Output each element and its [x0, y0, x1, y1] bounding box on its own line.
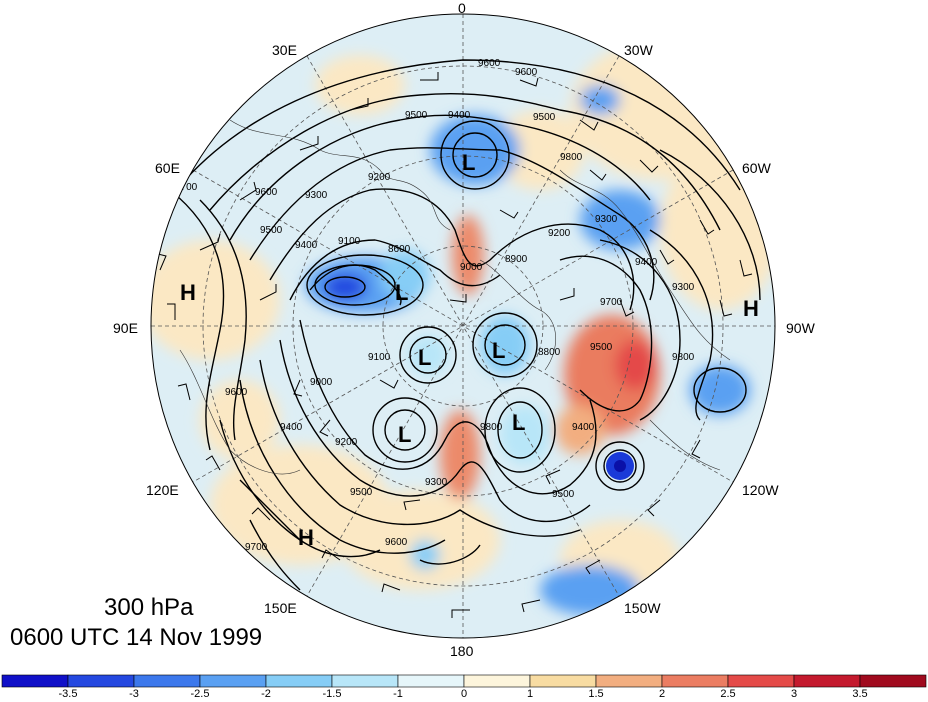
colorbar-swatch	[529, 674, 597, 688]
contour-label: 9500	[552, 489, 575, 500]
datetime-title: 0600 UTC 14 Nov 1999	[10, 624, 263, 651]
contour-label: 9300	[425, 477, 448, 488]
contour-label: 8600	[388, 244, 411, 255]
contour-label: 9800	[560, 152, 583, 163]
contour-label: 9800	[672, 352, 695, 363]
contour-label: 9600	[515, 67, 538, 78]
colorbar	[1, 674, 927, 688]
shaded-field: 9600 9600 9500 9400 9500 9300 9200 9300 …	[151, 14, 775, 638]
contour-label: 9700	[245, 542, 268, 553]
colorbar-swatch	[1, 674, 69, 688]
lon-label-150w: 150W	[624, 600, 661, 616]
contour-label: 9000	[460, 262, 483, 273]
height-contours	[169, 59, 761, 591]
colorbar-tick-label: -2.5	[190, 688, 210, 700]
colorbar-tick-label: 2.5	[720, 688, 736, 700]
contour-label: 8800	[538, 347, 561, 358]
colorbar-swatch	[265, 674, 333, 688]
lon-label-150e: 150E	[264, 600, 297, 616]
contour-label: 9500	[405, 110, 428, 121]
contour-label: 9300	[595, 214, 618, 225]
contour-label: 9600	[255, 187, 278, 198]
contour-label: 9500	[533, 112, 556, 123]
lon-label-120w: 120W	[742, 482, 779, 498]
lon-label-30e: 30E	[272, 42, 297, 58]
colorbar-tick-label: -1.5	[322, 688, 342, 700]
colorbar-swatch	[199, 674, 267, 688]
contour-label: 9600	[478, 58, 501, 69]
colorbar-tick-label: -3.5	[58, 688, 78, 700]
contour-label: 9000	[310, 377, 333, 388]
colorbar-tick-label: 0	[460, 688, 468, 700]
pressure-centers: L L L L L L H H H	[180, 150, 759, 550]
high-center: H	[743, 296, 759, 321]
high-center: H	[180, 280, 196, 305]
low-center: L	[512, 410, 525, 435]
contour-label: 9800	[480, 422, 503, 433]
contour-label: 9100	[338, 236, 361, 247]
contour-label: 9400	[635, 257, 658, 268]
contour-label: 9500	[590, 342, 613, 353]
low-center: L	[462, 150, 475, 175]
colorbar-swatch	[463, 674, 531, 688]
coastlines	[179, 119, 731, 475]
low-center: L	[492, 338, 505, 363]
low-center: L	[395, 280, 408, 305]
contour-label: 9600	[385, 537, 408, 548]
lon-label-120e: 120E	[146, 482, 179, 498]
colorbar-tick-label: -1	[393, 688, 403, 700]
lon-label-30w: 30W	[624, 42, 653, 58]
contour-label: 9700	[175, 182, 198, 193]
colorbar-tick-label: 1	[526, 688, 534, 700]
colorbar-swatch	[331, 674, 399, 688]
colorbar-swatch	[595, 674, 663, 688]
lon-label-0: 0	[458, 0, 466, 16]
contour-label: 9700	[600, 297, 623, 308]
lon-label-90w: 90W	[786, 320, 815, 336]
contour-label: 9100	[368, 352, 391, 363]
low-center: L	[398, 422, 411, 447]
contour-label: 9200	[335, 437, 358, 448]
lon-label-90e: 90E	[113, 320, 138, 336]
colorbar-swatch	[397, 674, 465, 688]
contour-label: 9400	[448, 110, 471, 121]
colorbar-swatch	[133, 674, 201, 688]
lon-label-60w: 60W	[742, 160, 771, 176]
colorbar-tick-label: 3	[790, 688, 798, 700]
colorbar-swatch	[859, 674, 927, 688]
colorbar-tick-label: -3	[129, 688, 139, 700]
anomaly-patches	[151, 40, 775, 615]
colorbar-tick-label: 3.5	[852, 688, 868, 700]
pressure-level-title: 300 hPa	[104, 594, 194, 621]
lon-label-60e: 60E	[155, 160, 180, 176]
colorbar-swatch	[661, 674, 729, 688]
contour-label: 9300	[672, 282, 695, 293]
colorbar-tick-label: 1.5	[588, 688, 604, 700]
high-center: H	[298, 525, 314, 550]
lon-label-180: 180	[450, 643, 474, 659]
contour-label: 9500	[260, 225, 283, 236]
contour-label: 9600	[225, 387, 248, 398]
colorbar-tick-label: 2	[658, 688, 666, 700]
contour-label: 9400	[572, 422, 595, 433]
colorbar-swatch	[727, 674, 795, 688]
contour-labels: 9600 9600 9500 9400 9500 9300 9200 9300 …	[175, 58, 695, 553]
contour-label: 9400	[280, 422, 303, 433]
colorbar-swatch	[67, 674, 135, 688]
map-boundary	[150, 13, 776, 639]
contour-label: 9400	[295, 240, 318, 251]
colorbar-swatch	[793, 674, 861, 688]
contour-label: 9200	[368, 172, 391, 183]
low-center: L	[418, 345, 431, 370]
contour-label: 9500	[350, 487, 373, 498]
colorbar-tick-label: -2	[261, 688, 271, 700]
contour-label: 8900	[505, 254, 528, 265]
contour-label: 9200	[548, 228, 571, 239]
contour-label: 9300	[305, 190, 328, 201]
